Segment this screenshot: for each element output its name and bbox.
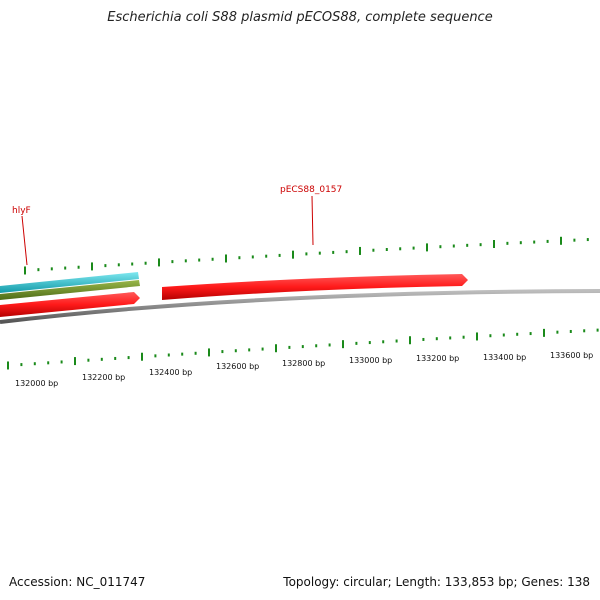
scale-label: 132000 bp xyxy=(15,379,58,388)
gene-label-pecs88-0157: pECS88_0157 xyxy=(280,185,342,195)
feature-olive xyxy=(0,280,140,300)
scale-label: 132600 bp xyxy=(216,362,259,371)
scale-label: 133200 bp xyxy=(416,354,459,363)
feature-cyan xyxy=(0,272,139,293)
scale-label: 132200 bp xyxy=(82,373,125,382)
gene-arrow-pecs88-0157 xyxy=(162,274,468,300)
label-line-pecs88-0157 xyxy=(311,195,314,246)
gene-label-hlyf: hlyF xyxy=(12,206,31,216)
plasmid-backbone xyxy=(0,289,600,324)
scale-label: 133600 bp xyxy=(550,351,593,360)
outer-scale-ticks xyxy=(24,236,589,275)
scale-label: 133000 bp xyxy=(349,356,392,365)
genome-stats-label: Topology: circular; Length: 133,853 bp; … xyxy=(283,575,590,589)
scale-label: 133400 bp xyxy=(483,353,526,362)
gene-arrow-hlyf xyxy=(0,292,140,317)
accession-label: Accession: NC_011747 xyxy=(9,575,146,589)
scale-label: 132400 bp xyxy=(149,368,192,377)
map-title: Escherichia coli S88 plasmid pECOS88, co… xyxy=(107,10,493,25)
label-line-hlyf xyxy=(21,215,28,266)
scale-label: 132800 bp xyxy=(282,359,325,368)
inner-scale-ticks xyxy=(7,328,599,370)
scale-labels: 132000 bp 132200 bp 132400 bp 132600 bp … xyxy=(15,351,593,388)
